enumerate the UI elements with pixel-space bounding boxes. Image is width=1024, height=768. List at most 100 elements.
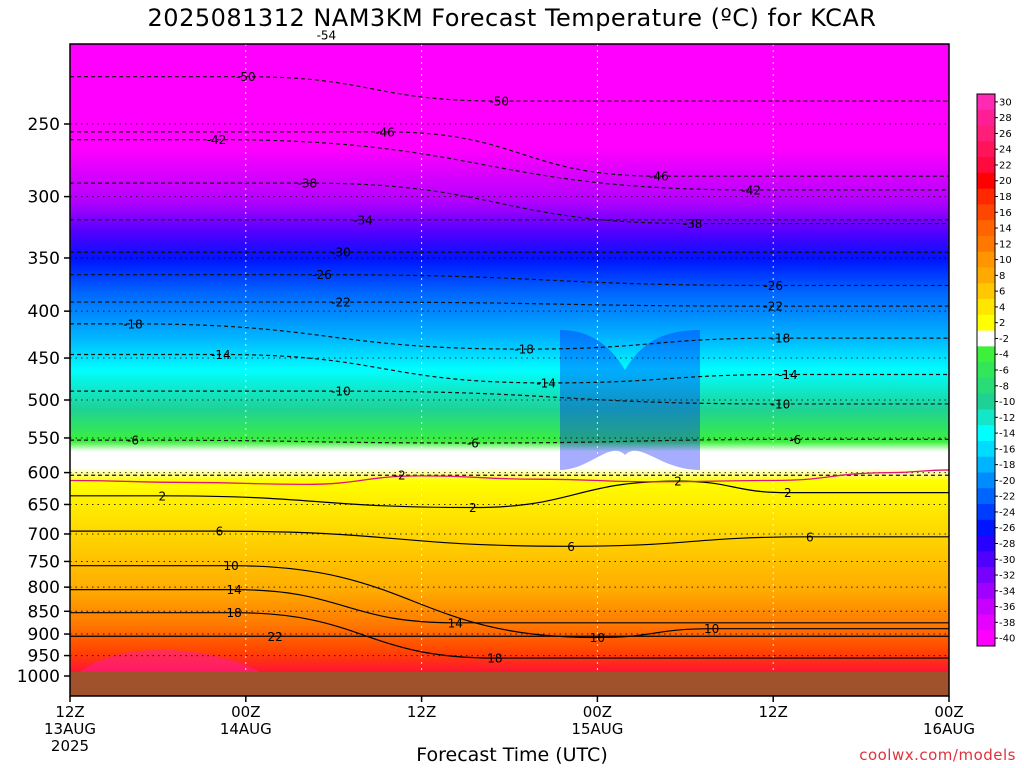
freezing-line — [70, 469, 949, 486]
x-tick-label: 14AUG — [220, 720, 272, 738]
contour-label: 6 — [216, 525, 224, 539]
contour-label: -18 — [123, 317, 143, 331]
colorbar-label: -8 — [999, 381, 1009, 392]
contour-label: 10 — [224, 559, 239, 573]
contour-label: -54 — [317, 29, 337, 43]
x-tick-label: 2025 — [51, 737, 89, 755]
colorbar-swatch — [977, 125, 995, 142]
x-tick-label: 16AUG — [923, 720, 975, 738]
contour-label: 2 — [674, 475, 682, 489]
contour-line — [70, 301, 949, 307]
contour-label: 22 — [267, 630, 282, 644]
colorbar-label: 18 — [999, 192, 1012, 203]
contour-label: 14 — [448, 616, 463, 630]
colorbar-swatch — [977, 157, 995, 174]
contour-label: -42 — [207, 133, 227, 147]
contour-label: 14 — [226, 583, 241, 597]
y-tick-label: 650 — [28, 495, 60, 515]
contour-label: -2 — [394, 469, 406, 483]
colorbar-swatch — [977, 567, 995, 584]
contour-label: -26 — [763, 279, 783, 293]
colorbar: 30 28 26 24 22 20 18 16 14 12 10 8 6 4 2 -2 -4 -6 -8 -10 -12… — [976, 93, 1015, 647]
contour-line — [70, 139, 949, 191]
colorbar-label: -40 — [999, 634, 1015, 645]
contour-line — [70, 76, 949, 102]
colorbar-swatch — [977, 582, 995, 600]
colorbar-swatch — [977, 172, 995, 190]
y-tick-label: 550 — [28, 429, 60, 449]
colorbar-label: 30 — [999, 97, 1012, 108]
contour-label: -42 — [741, 183, 761, 197]
colorbar-swatch — [977, 551, 995, 568]
contour-lines — [70, 76, 949, 659]
colorbar-swatch — [977, 220, 995, 237]
colorbar-swatch — [977, 488, 995, 505]
colorbar-label: 26 — [999, 129, 1012, 140]
y-tick-label: 750 — [28, 552, 60, 572]
contour-label: 18 — [487, 652, 502, 666]
colorbar-label: -14 — [999, 429, 1015, 440]
colorbar-label: -36 — [999, 602, 1015, 613]
y-tick-label: 450 — [28, 349, 60, 369]
colorbar-label: -18 — [999, 460, 1015, 471]
colorbar-label: 28 — [999, 113, 1012, 124]
colorbar-swatch — [977, 330, 995, 347]
contour-label: -34 — [353, 213, 373, 227]
colorbar-label: 14 — [999, 224, 1012, 235]
colorbar-label: 6 — [999, 287, 1005, 298]
colorbar-swatch — [977, 299, 995, 316]
contour-line — [70, 480, 949, 509]
x-axis-title: Forecast Time (UTC) — [416, 744, 608, 766]
colorbar-label: -10 — [999, 397, 1015, 408]
contour-line — [70, 323, 949, 350]
plot-frame — [69, 43, 950, 697]
y-axis-ticks: 250 300 350 400 450 500 550 600 650 700 750 800 850 9… — [17, 115, 70, 687]
colorbar-swatch — [977, 141, 995, 158]
y-tick-label: 400 — [28, 302, 60, 322]
contour-line — [70, 353, 949, 384]
x-tick-label: 00Z — [934, 703, 963, 721]
colorbar-swatch — [977, 188, 995, 205]
y-tick-label: 600 — [28, 464, 60, 484]
y-tick-label: 250 — [28, 115, 60, 135]
terrain-bar — [70, 672, 949, 696]
contour-line — [70, 131, 949, 177]
colorbar-swatch — [977, 362, 995, 379]
colorbar-label: -16 — [999, 444, 1015, 455]
colorbar-label: -34 — [999, 586, 1015, 597]
x-tick-label: 12Z — [759, 703, 788, 721]
contour-line — [70, 589, 949, 624]
colorbar-swatch — [977, 235, 995, 253]
colorbar-label: -38 — [999, 618, 1015, 629]
contour-label: 18 — [226, 606, 241, 620]
colorbar-swatch — [977, 504, 995, 521]
contour-label: -46 — [649, 170, 669, 184]
colorbar-label: 8 — [999, 271, 1005, 282]
contour-label: 6 — [806, 530, 814, 544]
contour-label: 2 — [784, 486, 792, 500]
contour-label: -10 — [771, 397, 791, 411]
contour-label: -6 — [467, 436, 479, 450]
colorbar-swatch — [977, 267, 995, 284]
contour-label: -38 — [683, 217, 703, 231]
contour-label: -14 — [536, 376, 556, 390]
contour-label: 10 — [704, 622, 719, 636]
colorbar-swatch — [977, 283, 995, 300]
contour-label: -18 — [514, 343, 534, 357]
colorbar-label: 2 — [999, 318, 1005, 329]
colorbar-swatch — [977, 314, 995, 332]
contour-label: -26 — [312, 268, 332, 282]
colorbar-swatch — [977, 393, 995, 410]
colorbar-swatch — [977, 251, 995, 268]
contour-label: -46 — [375, 125, 395, 139]
contour-labels: -54-50-50-46-42-46-42-38-38-34-30-26-26-… — [123, 29, 814, 666]
colorbar-label: 12 — [999, 239, 1012, 250]
colorbar-swatch — [977, 94, 995, 111]
colorbar-label: -2 — [999, 334, 1009, 345]
colorbar-swatch — [977, 425, 995, 442]
colorbar-label: 16 — [999, 208, 1012, 219]
colorbar-swatch — [977, 456, 995, 474]
colorbar-label: -28 — [999, 539, 1015, 550]
colorbar-label: -12 — [999, 413, 1015, 424]
temperature-field — [70, 44, 949, 696]
